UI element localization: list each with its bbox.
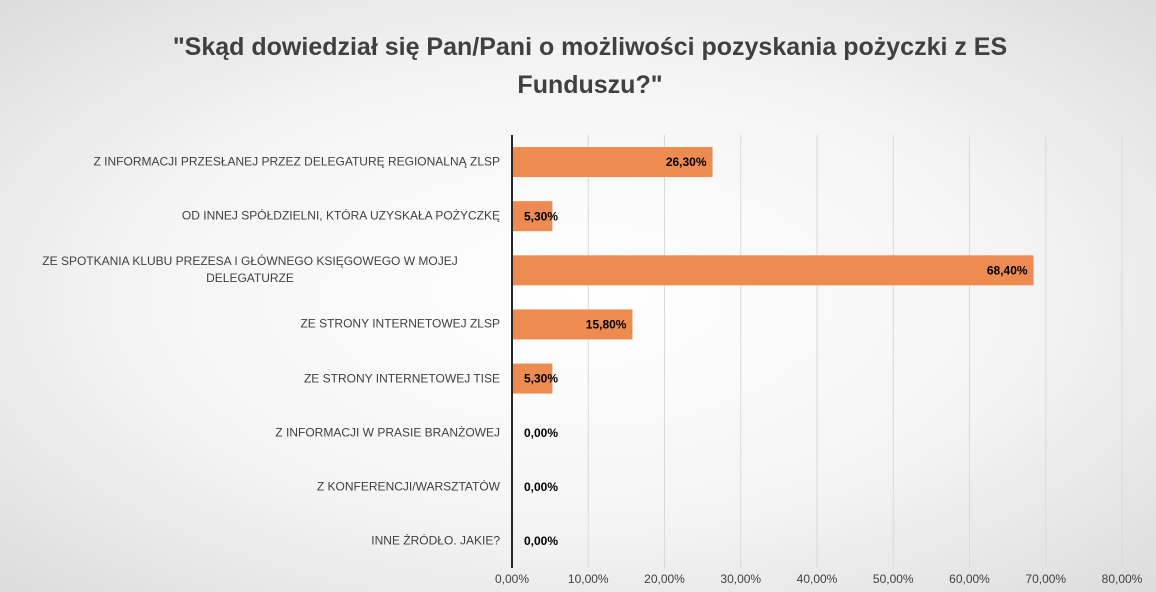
y-tick-label: Z INFORMACJI PRZESŁANEJ PRZEZ DELEGATURĘ… <box>93 154 500 169</box>
y-tick-label-box: Z INFORMACJI PRZESŁANEJ PRZEZ DELEGATURĘ… <box>0 154 500 171</box>
x-tick-label: 20,00% <box>644 572 685 586</box>
data-label: 5,30% <box>524 209 558 223</box>
x-tick-label: 0,00% <box>495 572 529 586</box>
bar <box>512 201 553 232</box>
y-tick-label: INNE ŹRÓDŁO. JAKIE? <box>371 533 500 548</box>
bar <box>512 147 713 178</box>
data-label: 68,40% <box>987 263 1028 277</box>
y-tick-label: Z KONFERENCJI/WARSZTATÓW <box>316 479 500 494</box>
y-tick-label: Z INFORMACJI W PRASIE BRANŻOWEJ <box>275 425 500 440</box>
x-tick-label: 50,00% <box>873 572 914 586</box>
y-tick-label: ZE SPOTKANIA KLUBU PREZESA I GŁÓWNEGO KS… <box>42 254 458 286</box>
x-tick-label: 80,00% <box>1102 572 1143 586</box>
y-tick-label: ZE STRONY INTERNETOWEJ ZLSP <box>300 316 500 331</box>
data-label: 0,00% <box>524 480 558 494</box>
y-tick-label-box: ZE STRONY INTERNETOWEJ ZLSP <box>0 316 500 333</box>
bar <box>512 363 553 394</box>
x-tick-label: 70,00% <box>1025 572 1066 586</box>
y-tick-label-box: ZE STRONY INTERNETOWEJ TISE <box>0 370 500 387</box>
x-tick-label: 40,00% <box>797 572 838 586</box>
y-tick-label-box: OD INNEJ SPÓŁDZIELNI, KTÓRA UZYSKAŁA POŻ… <box>0 208 500 225</box>
y-tick-label: OD INNEJ SPÓŁDZIELNI, KTÓRA UZYSKAŁA POŻ… <box>181 208 500 223</box>
bar <box>512 309 633 340</box>
data-label: 0,00% <box>524 534 558 548</box>
y-tick-label-box: ZE SPOTKANIA KLUBU PREZESA I GŁÓWNEGO KS… <box>0 253 500 287</box>
chart-title: "Skąd dowiedział się Pan/Pani o możliwoś… <box>172 33 1008 99</box>
y-tick-label-box: Z KONFERENCJI/WARSZTATÓW <box>0 478 500 495</box>
y-tick-label: ZE STRONY INTERNETOWEJ TISE <box>303 371 500 386</box>
y-tick-label-box: INNE ŹRÓDŁO. JAKIE? <box>0 532 500 549</box>
data-label: 0,00% <box>524 426 558 440</box>
y-tick-label-box: Z INFORMACJI W PRASIE BRANŻOWEJ <box>0 424 500 441</box>
data-label: 26,30% <box>666 155 707 169</box>
x-tick-label: 60,00% <box>949 572 990 586</box>
bar <box>512 255 1034 286</box>
x-tick-label: 10,00% <box>568 572 609 586</box>
data-label: 5,30% <box>524 372 558 386</box>
x-tick-label: 30,00% <box>720 572 761 586</box>
data-label: 15,80% <box>586 318 627 332</box>
